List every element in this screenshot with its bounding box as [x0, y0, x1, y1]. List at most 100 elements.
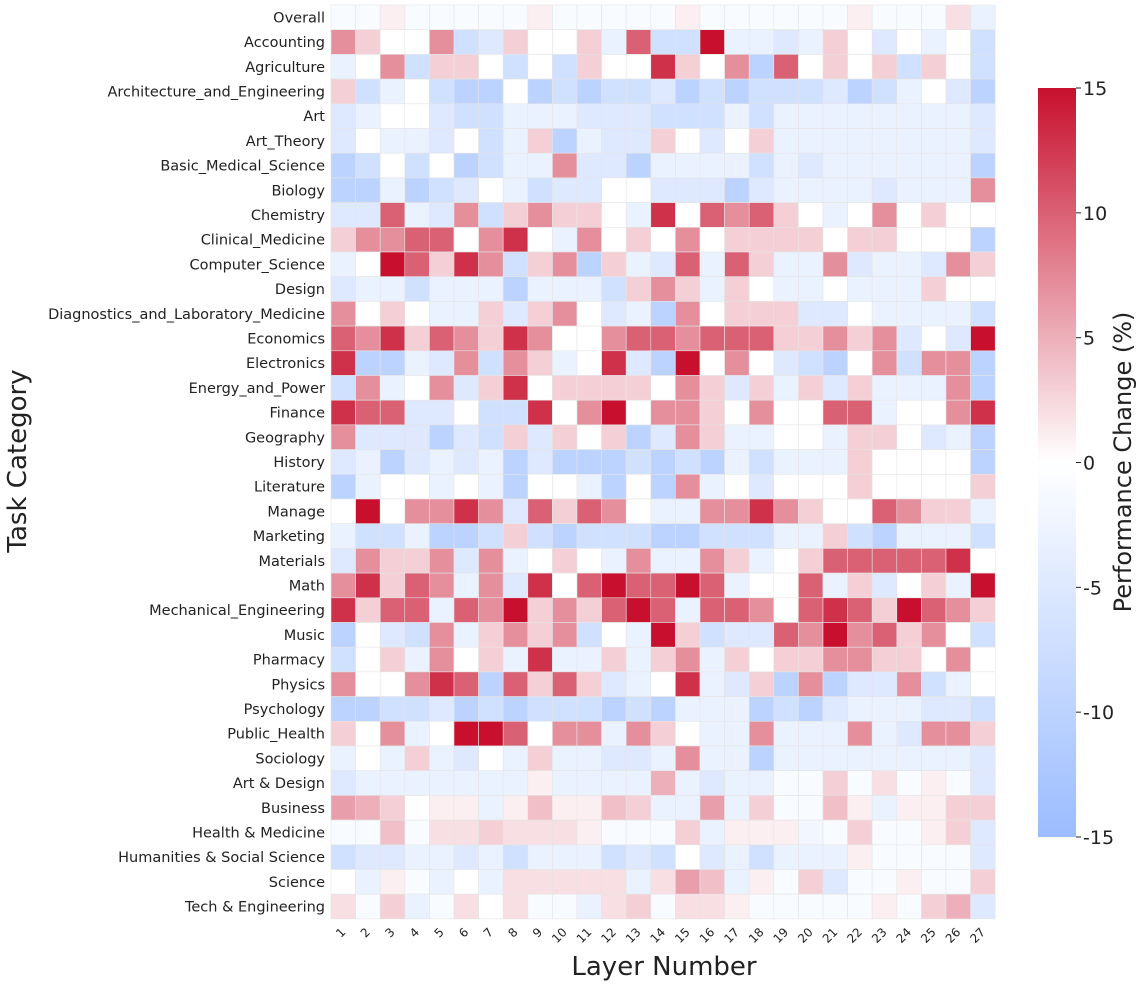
heatmap-cell [773, 301, 799, 327]
heatmap-cell [404, 227, 430, 253]
heatmap-cell [699, 572, 725, 599]
heatmap-cell [330, 152, 356, 179]
heatmap-cell [847, 128, 873, 154]
heatmap-cell [773, 869, 799, 895]
heatmap-cell [601, 720, 627, 747]
heatmap-cell [896, 720, 922, 747]
heatmap-cell [379, 227, 406, 253]
heatmap-cell [330, 646, 356, 673]
heatmap-cell [552, 202, 578, 228]
row-label: Chemistry [251, 208, 326, 224]
heatmap-cell [502, 4, 529, 31]
row-label: Physics [271, 677, 325, 693]
heatmap-cell [625, 128, 652, 154]
heatmap-cell [453, 498, 479, 525]
heatmap-cell [847, 671, 873, 697]
heatmap-cell [650, 424, 676, 450]
heatmap-cell [748, 745, 775, 772]
heatmap-cell [748, 671, 775, 697]
heatmap-cell [773, 696, 799, 722]
heatmap-cell [601, 29, 627, 55]
heatmap-cell [625, 325, 652, 352]
heatmap-cell [576, 449, 602, 475]
heatmap-cell [896, 4, 922, 31]
heatmap-cell [748, 720, 775, 747]
heatmap-cell [773, 597, 799, 623]
heatmap-cell [527, 770, 553, 796]
heatmap-cell [896, 227, 922, 253]
row-label: Electronics [246, 356, 325, 372]
heatmap-cell [601, 350, 627, 376]
heatmap-cell [921, 251, 947, 278]
heatmap-cell [429, 78, 455, 105]
heatmap-cell [650, 671, 676, 697]
heatmap-cell [576, 227, 602, 253]
heatmap-cell [625, 622, 652, 648]
row-labels: Overall Accounting Agriculture Architecture… [48, 10, 325, 915]
heatmap-cell [601, 473, 627, 500]
heatmap-cell [502, 622, 529, 648]
heatmap-cell [748, 548, 775, 574]
heatmap-cell [576, 844, 602, 870]
heatmap-cell [822, 399, 848, 426]
heatmap-cell [921, 54, 947, 80]
heatmap-cell [527, 795, 553, 821]
heatmap-cell [404, 844, 430, 870]
heatmap-cell [379, 29, 406, 55]
heatmap-cell [847, 745, 873, 772]
heatmap-cell [330, 4, 356, 31]
heatmap-cell [502, 523, 529, 549]
heatmap-cell [355, 128, 381, 154]
heatmap-cell [724, 399, 750, 426]
heatmap-cell [601, 646, 627, 673]
heatmap-cell [552, 276, 578, 302]
heatmap-cell [330, 29, 356, 55]
heatmap-cell [945, 449, 971, 475]
row-label: Math [289, 578, 325, 594]
heatmap-cell [355, 646, 381, 673]
heatmap-cell [921, 597, 947, 623]
heatmap-cell [552, 844, 578, 870]
heatmap-cell [822, 177, 848, 203]
heatmap-cell [822, 78, 848, 105]
heatmap-cell [478, 770, 504, 796]
heatmap-cell [871, 696, 898, 722]
heatmap-cell [675, 424, 701, 450]
heatmap-cell [650, 498, 676, 525]
heatmap-cell [576, 375, 602, 401]
heatmap-cell [847, 78, 873, 105]
heatmap-cell [552, 696, 578, 722]
heatmap-cell [773, 770, 799, 796]
column-label: 25 [918, 925, 939, 946]
column-label: 9 [530, 925, 545, 940]
heatmap-cell [945, 54, 971, 80]
heatmap-cell [527, 29, 553, 55]
heatmap-cell [429, 276, 455, 302]
heatmap-cell [896, 893, 922, 920]
heatmap-cell [625, 449, 652, 475]
heatmap-cell [871, 720, 898, 747]
heatmap-cell [404, 720, 430, 747]
heatmap-cell [699, 227, 725, 253]
heatmap-cell [601, 671, 627, 697]
heatmap-cell [379, 251, 406, 278]
heatmap-cell [822, 350, 848, 376]
heatmap-cell [748, 696, 775, 722]
heatmap-cell [576, 325, 602, 352]
heatmap-cell [896, 449, 922, 475]
heatmap-cell [798, 152, 824, 179]
heatmap-cell [379, 301, 406, 327]
heatmap-cell [675, 251, 701, 278]
heatmap-cell [625, 350, 652, 376]
heatmap-cell [478, 548, 504, 574]
heatmap-cell [921, 770, 947, 796]
heatmap-cell [650, 251, 676, 278]
heatmap-cell [945, 498, 971, 525]
heatmap-cell [429, 597, 455, 623]
heatmap-cell [478, 844, 504, 870]
heatmap-cell [552, 449, 578, 475]
heatmap-cell [453, 424, 479, 450]
colorbar-tick-label: 15 [1083, 78, 1107, 100]
heatmap-cell [379, 78, 406, 105]
heatmap-cell [896, 29, 922, 55]
